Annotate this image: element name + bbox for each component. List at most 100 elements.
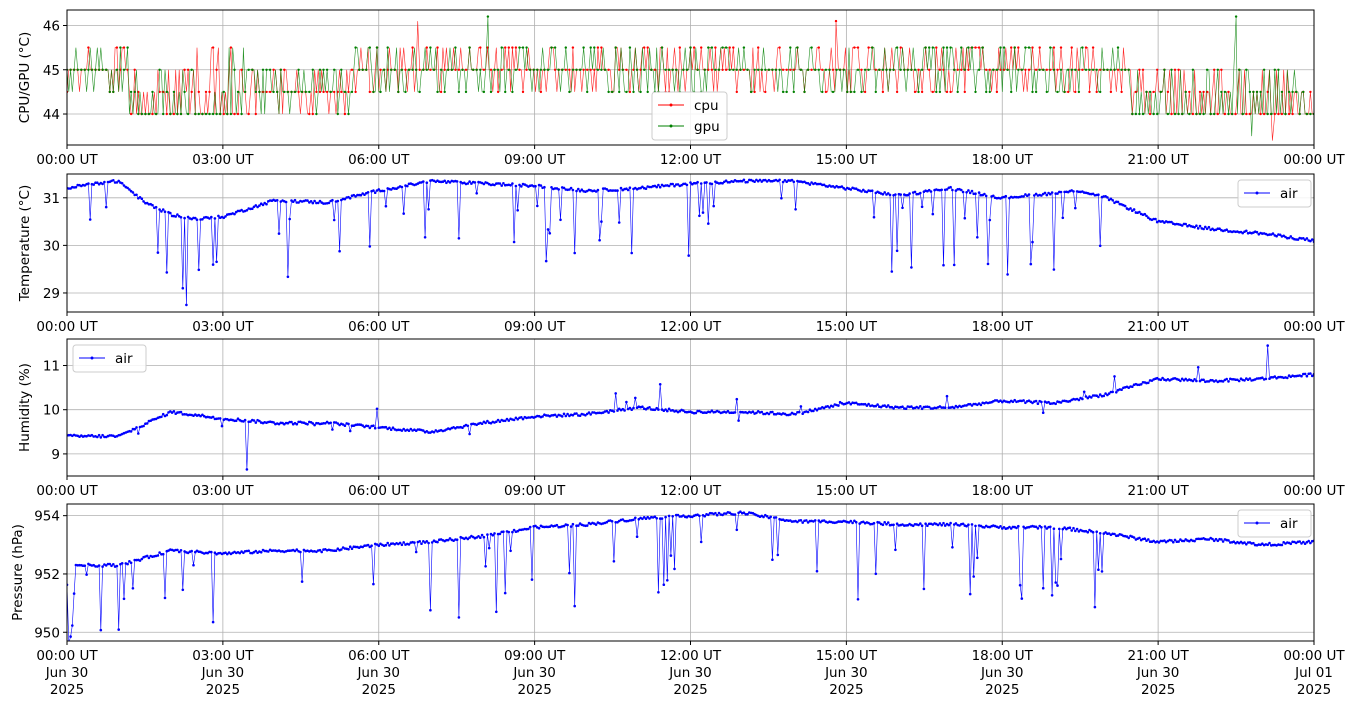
data-point [511, 46, 514, 49]
data-point [614, 392, 617, 395]
data-point [373, 191, 377, 194]
data-point [981, 46, 984, 49]
data-point [256, 205, 259, 209]
data-point [1091, 530, 1095, 534]
data-point [643, 46, 646, 49]
data-point [299, 550, 302, 554]
data-point [1280, 90, 1284, 94]
y-axis-label: Temperature (°C) [17, 185, 33, 303]
data-point [311, 422, 315, 425]
data-point [886, 192, 890, 195]
data-point [774, 516, 778, 519]
data-point [983, 192, 986, 196]
data-point [587, 411, 591, 414]
data-point [1095, 68, 1098, 72]
data-point [607, 411, 610, 414]
data-point [806, 410, 810, 414]
legend-marker-gpu [669, 124, 673, 128]
y-tick-label: 45 [43, 63, 60, 79]
data-point [715, 513, 719, 517]
data-point [507, 530, 511, 534]
data-point [885, 523, 888, 526]
data-point [502, 419, 505, 423]
y-tick-label: 30 [43, 238, 60, 254]
y-axis-label: Pressure (hPa) [10, 524, 26, 621]
data-point [370, 544, 373, 547]
data-point [999, 399, 1002, 403]
data-point [334, 549, 338, 552]
data-point [1107, 392, 1111, 395]
data-point [446, 538, 450, 542]
data-point [402, 427, 406, 431]
data-point [142, 424, 145, 428]
data-point [181, 588, 185, 592]
data-point [391, 426, 395, 430]
data-point [1002, 46, 1006, 49]
data-point [796, 520, 799, 524]
data-point [906, 193, 910, 197]
data-point [115, 46, 119, 49]
data-point [201, 218, 204, 221]
data-point [742, 46, 746, 49]
data-point [785, 180, 788, 183]
data-point [1020, 195, 1024, 198]
data-point [995, 90, 999, 94]
data-point [215, 68, 218, 72]
data-point [80, 68, 83, 72]
data-point [160, 415, 163, 419]
data-point [1017, 68, 1020, 72]
data-point [924, 522, 927, 525]
data-point [131, 191, 135, 194]
data-point [1309, 112, 1312, 116]
data-point [596, 46, 600, 49]
data-point [211, 263, 215, 266]
data-point [628, 186, 632, 189]
data-point [1154, 217, 1157, 221]
data-point [954, 189, 958, 192]
data-point [949, 185, 952, 189]
data-point [101, 68, 104, 72]
x-tick-label: 09:00 UT [504, 648, 566, 664]
data-point [81, 564, 85, 567]
data-point [1220, 90, 1223, 94]
data-point [794, 208, 797, 211]
data-point [1214, 537, 1218, 541]
data-point [254, 204, 258, 207]
data-point [755, 411, 758, 415]
x-tick-label: 15:00 UT [816, 319, 878, 335]
data-point [899, 193, 902, 196]
data-point [420, 542, 423, 545]
data-point [712, 204, 715, 208]
x-tick-date: Jun 30 [512, 665, 556, 681]
y-tick-label: 11 [43, 359, 60, 375]
data-point [935, 90, 938, 94]
data-point [888, 68, 892, 72]
data-point [675, 68, 678, 72]
data-point [402, 212, 406, 215]
data-point [614, 46, 617, 49]
data-point [858, 522, 861, 525]
data-point [977, 191, 981, 194]
data-point [329, 90, 332, 94]
data-point [974, 192, 977, 195]
data-point [265, 68, 268, 72]
data-point [311, 112, 314, 116]
data-point [703, 514, 707, 518]
data-point [1081, 68, 1084, 72]
data-point [179, 216, 183, 219]
data-point [607, 68, 610, 72]
data-point [910, 405, 913, 408]
data-point [486, 419, 489, 423]
data-point [512, 418, 516, 422]
data-point [1172, 540, 1175, 544]
data-point [1138, 112, 1141, 116]
data-point [356, 193, 359, 197]
data-point [268, 68, 272, 72]
data-point [340, 548, 343, 551]
x-tick-year: 2025 [673, 682, 707, 698]
data-point [347, 548, 350, 551]
data-point [104, 205, 108, 209]
data-point [327, 201, 331, 205]
data-point [204, 112, 208, 116]
